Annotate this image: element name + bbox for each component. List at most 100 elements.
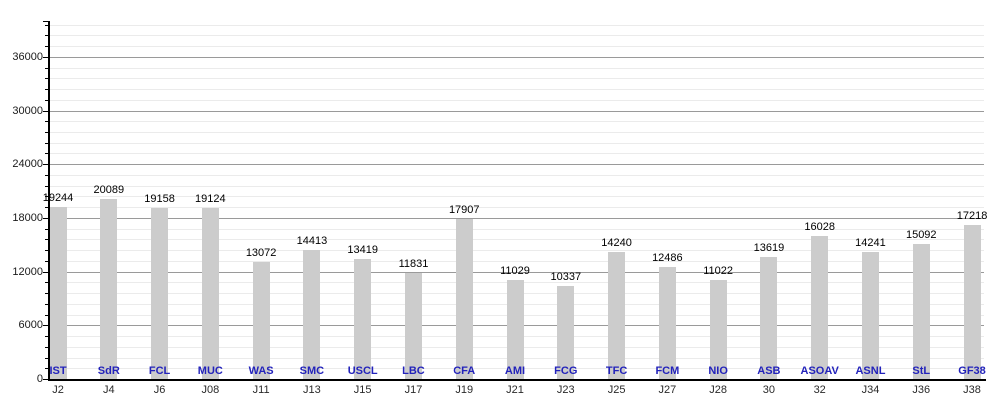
y-grid-major	[48, 56, 984, 58]
x-axis-label: J11	[252, 384, 270, 396]
y-tick-label: 36000	[12, 50, 43, 63]
x-axis-label: J19	[455, 384, 474, 396]
y-minor-tick	[45, 89, 48, 91]
bar-category-label: IST	[49, 365, 67, 377]
bar	[658, 267, 676, 379]
y-minor-tick	[45, 336, 48, 338]
bar-value-label: 14240	[601, 236, 632, 249]
bar-category-label: MUC	[197, 365, 223, 377]
bar-category-label: WAS	[248, 365, 274, 377]
bar-value-label: 13619	[753, 242, 785, 255]
y-minor-tick	[45, 228, 48, 230]
bar-category-label: TFC	[605, 365, 628, 377]
y-minor-tick	[45, 24, 48, 26]
x-axis-label: J25	[607, 384, 626, 396]
bar-value-label: 17218	[956, 209, 988, 222]
x-axis-label: J21	[506, 384, 524, 396]
bar-category-label: ASB	[757, 365, 781, 377]
x-axis-label: J17	[404, 384, 423, 396]
bar-category-label: SMC	[299, 365, 325, 377]
x-axis-label: 30	[762, 384, 776, 396]
y-tick-label: 24000	[12, 158, 43, 171]
bar-value-label: 19158	[144, 192, 175, 205]
y-minor-tick	[45, 153, 48, 155]
bar-value-label: 10337	[550, 271, 582, 284]
bar-value-label: 14413	[296, 235, 328, 247]
bar	[354, 258, 372, 379]
x-axis-label: J2	[52, 384, 64, 396]
bar	[404, 273, 422, 379]
y-major-tick	[43, 217, 48, 219]
y-grid-minor	[48, 260, 984, 262]
bar-value-label: 11022	[703, 265, 734, 278]
y-minor-tick	[45, 239, 48, 241]
bar-category-label: USCL	[347, 365, 378, 377]
bar	[506, 280, 524, 379]
bar-value-label: 13419	[347, 243, 378, 256]
y-major-tick	[43, 164, 48, 166]
bar-value-label: 11831	[398, 258, 429, 271]
bar	[811, 235, 829, 379]
y-minor-tick	[45, 78, 48, 80]
bar	[608, 251, 626, 379]
y-grid-minor	[48, 99, 984, 101]
y-major-tick	[43, 110, 48, 112]
y-grid-minor	[48, 35, 984, 37]
y-major-tick	[43, 325, 48, 327]
bar-value-label: 19244	[42, 191, 74, 204]
x-axis-label: J13	[303, 384, 321, 396]
bar-value-label: 16028	[804, 220, 835, 233]
y-minor-tick	[45, 131, 48, 133]
y-tick-label: 12000	[12, 265, 43, 278]
y-minor-tick	[45, 207, 48, 209]
y-axis-line	[48, 21, 50, 381]
bar-category-label: FCM	[655, 365, 680, 377]
y-grid-minor	[48, 142, 984, 144]
y-major-tick	[43, 56, 48, 58]
y-minor-tick	[45, 303, 48, 305]
x-axis-label: J28	[709, 384, 727, 396]
y-minor-tick	[45, 250, 48, 252]
y-minor-tick	[45, 314, 48, 316]
bar	[49, 206, 67, 379]
y-grid-minor	[48, 153, 984, 155]
y-grid-minor	[48, 121, 984, 123]
bar-value-label: 20089	[93, 184, 125, 197]
bar	[861, 251, 879, 379]
bar	[201, 207, 219, 379]
y-grid-minor	[48, 250, 984, 252]
y-major-tick	[43, 379, 48, 380]
y-axis-endcap-tick	[43, 21, 48, 22]
bar	[303, 250, 321, 379]
y-grid-major	[48, 217, 984, 219]
y-tick-label: 18000	[12, 211, 43, 224]
bar-value-label: 12486	[652, 252, 683, 265]
y-minor-tick	[45, 357, 48, 359]
bar-category-label: SdR	[97, 365, 120, 377]
y-minor-tick	[45, 196, 48, 198]
x-axis-label: J36	[912, 384, 931, 396]
bar	[709, 280, 727, 379]
bar	[912, 243, 930, 379]
y-minor-tick	[45, 368, 48, 370]
y-grid-major	[48, 110, 984, 112]
y-grid-minor	[48, 131, 984, 133]
x-axis-label: J23	[556, 384, 575, 396]
y-minor-tick	[45, 282, 48, 284]
y-tick-label: 30000	[12, 104, 43, 117]
bar-category-label: LBC	[402, 365, 425, 377]
y-minor-tick	[45, 46, 48, 48]
bar-value-label: 11029	[500, 265, 530, 278]
bar-category-label: NIO	[708, 365, 728, 377]
y-grid-major	[48, 164, 984, 166]
bar	[455, 218, 473, 379]
bar	[557, 286, 575, 379]
x-axis-label: J6	[153, 384, 166, 396]
y-minor-tick	[45, 260, 48, 262]
y-grid-minor	[48, 46, 984, 48]
bar-value-label: 19124	[195, 192, 226, 205]
y-minor-tick	[45, 67, 48, 69]
bar	[100, 199, 118, 379]
bar-category-label: FCL	[148, 365, 171, 377]
